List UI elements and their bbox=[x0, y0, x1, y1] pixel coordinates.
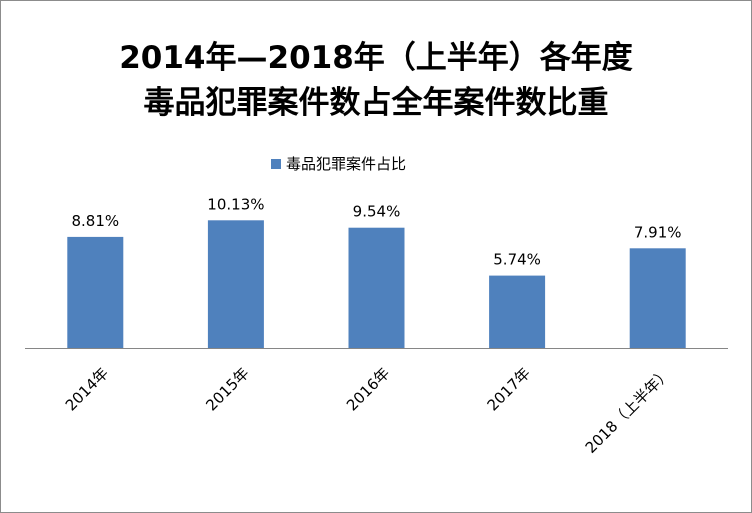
bar bbox=[629, 248, 686, 348]
bar bbox=[489, 275, 546, 348]
bar bbox=[348, 227, 405, 348]
bar bbox=[207, 220, 264, 348]
data-label: 10.13% bbox=[207, 195, 264, 213]
chart-title-line-2: 毒品犯罪案件数占全年案件数比重 bbox=[143, 85, 609, 121]
data-label: 7.91% bbox=[634, 223, 682, 241]
bar bbox=[67, 236, 124, 348]
legend: 毒品犯罪案件占比 bbox=[271, 154, 406, 174]
x-tick-label: 2017年 bbox=[484, 364, 534, 414]
data-label: 8.81% bbox=[71, 212, 119, 230]
data-label: 9.54% bbox=[353, 203, 401, 221]
data-label: 5.74% bbox=[493, 251, 541, 269]
x-tick-label: 2014年 bbox=[62, 364, 112, 414]
legend-swatch bbox=[271, 159, 281, 169]
chart-title-line-1: 2014年—2018年（上半年）各年度 bbox=[119, 40, 633, 76]
legend-label: 毒品犯罪案件占比 bbox=[286, 155, 407, 173]
x-tick-label: 2015年 bbox=[202, 364, 252, 414]
x-tick-label: 2018（上半年） bbox=[582, 364, 675, 457]
chart-title: 2014年—2018年（上半年）各年度 毒品犯罪案件数占全年案件数比重 bbox=[0, 36, 752, 126]
x-tick-label: 2016年 bbox=[343, 364, 393, 414]
